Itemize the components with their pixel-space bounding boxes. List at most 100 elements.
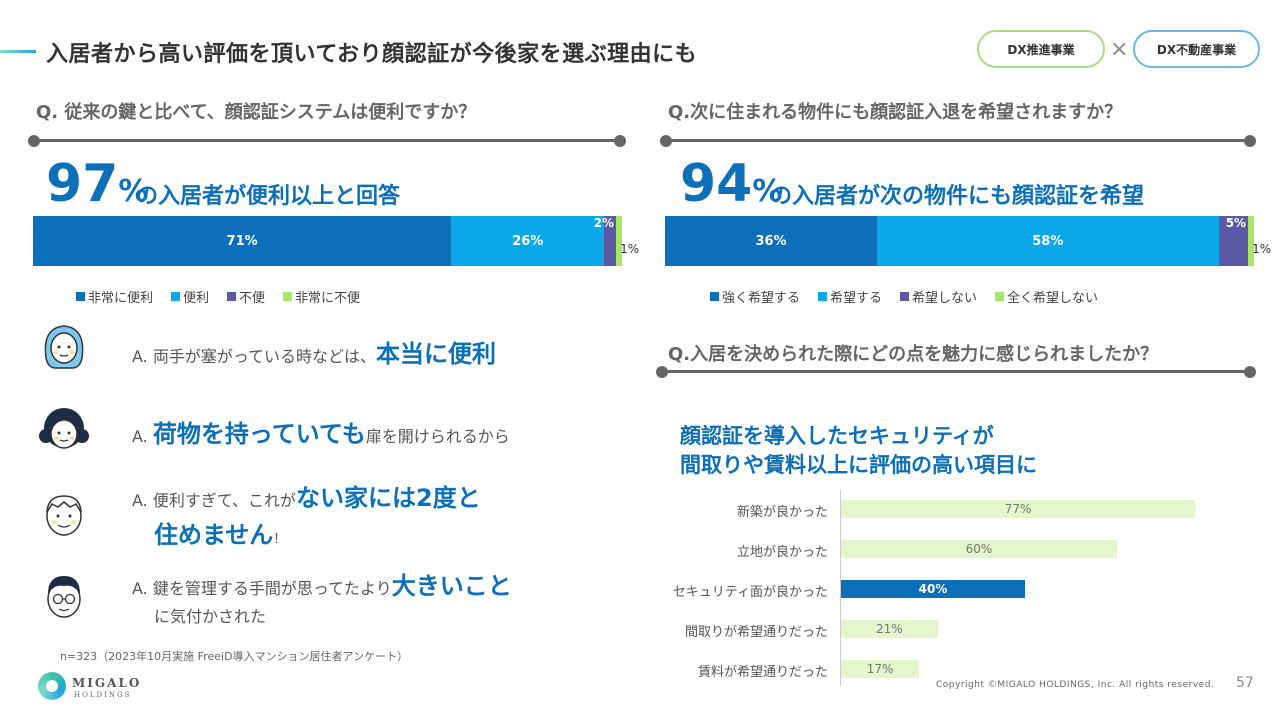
right-question-2: Q.入居を決められた際にどの点を魅力に感じられましたか？ [668, 344, 1159, 365]
answer-1: A. 両手が塞がっている時などは、本当に便利 [132, 336, 496, 373]
dx-promotion-badge: DX推進事業 [977, 30, 1105, 68]
hbar-category-label: 賃料が希望通りだった [697, 665, 828, 680]
right-legend-item: 希望しない [900, 287, 977, 306]
page-title: 入居者から高い評価を頂いており顔認証が今後家を選ぶ理由にも [46, 42, 698, 67]
answer-4-line2: に気付かされた [154, 607, 267, 627]
left-legend: 非常に便利 便利 不便 非常に不便 [76, 287, 360, 306]
dx-realestate-badge: DX不動産事業 [1133, 30, 1260, 68]
right-bar-segment-label: 5% [1225, 216, 1247, 230]
right-bar-segment-label: 36% [755, 233, 787, 249]
answer-3: A. 便利すぎて、これがない家には2度と 住めません！ [132, 480, 481, 554]
curly-woman-avatar-icon [36, 402, 92, 458]
right-bar-segment-label: 58% [1032, 233, 1064, 249]
right-question-rule [660, 134, 1256, 147]
left-bar-segment-label: 26% [512, 233, 544, 249]
legend-label: 希望しない [912, 291, 978, 306]
subheading-line-2: 間取りや賃料以上に評価の高い項目に [680, 453, 1037, 478]
security-subheading: 顔認証を導入したセキュリティが 間取りや賃料以上に評価の高い項目に [680, 422, 1037, 481]
left-bar-segment: 2% [594, 216, 617, 266]
left-bar-segment: 71% [33, 216, 452, 266]
rule-dot-icon [656, 365, 668, 378]
left-legend-item: 不便 [227, 287, 265, 306]
answer-3-emphasis-2: 住めません [154, 521, 274, 550]
right-big-percentage: 94% [680, 158, 782, 210]
answer-3-emphasis: ない家には2度と [296, 484, 481, 512]
hbar-value-label: 77% [1004, 502, 1032, 516]
answer-3-prefix: A. 便利すぎて、これが [132, 491, 297, 510]
rule-dot-icon [660, 134, 672, 147]
left-bar-segment-label: 2% [593, 216, 615, 230]
left-bar-segment-label: 1% [620, 242, 640, 256]
left-stacked-bar: 71% 26% 2% 1% [33, 216, 639, 266]
answer-1-emphasis: 本当に便利 [376, 340, 497, 368]
rule-dot-icon [1244, 365, 1256, 378]
legend-swatch [76, 292, 85, 301]
legend-swatch [995, 292, 1005, 301]
logo-text: MIGALO [72, 676, 142, 690]
legend-swatch [900, 292, 910, 301]
answer-4-emphasis: 大きいこと [391, 572, 512, 600]
right-question: Q.次に住まれる物件にも顔認証入退を希望されますか？ [668, 102, 1123, 123]
left-legend-item: 非常に不便 [283, 287, 360, 306]
left-legend-item: 便利 [171, 287, 209, 306]
legend-swatch [710, 292, 719, 301]
left-big-pct-sign: % [118, 174, 149, 209]
migalo-logo-icon [38, 672, 66, 700]
left-question: Q. 従来の鍵と比べて、顔認証システムは便利ですか？ [36, 102, 477, 123]
hbar-bar: 77% [841, 500, 1196, 518]
rule-dot-icon [28, 134, 40, 147]
answer-4: A. 鍵を管理する手間が思ってたより大きいこと に気付かされた [132, 568, 512, 630]
left-bar-segment: 1% [616, 216, 639, 266]
answer-1-prefix: A. 両手が塞がっている時などは、 [132, 347, 377, 366]
legend-label: 非常に不便 [295, 291, 361, 306]
right-legend-item: 全く希望しない [995, 287, 1098, 306]
hbar-value-label: 40% [918, 582, 948, 596]
subheading-line-1: 顔認証を導入したセキュリティが [680, 424, 994, 448]
left-bar-segment: 26% [451, 216, 605, 266]
legend-label: 不便 [239, 291, 266, 306]
hbar-category-label: 間取りが希望通りだった [684, 625, 828, 640]
answer-4-prefix: A. 鍵を管理する手間が思ってたより [132, 579, 392, 598]
hbar-category-label: 新築が良かった [736, 505, 828, 520]
rule-dot-icon [1244, 134, 1256, 147]
rule-dot-icon [614, 134, 626, 147]
right-bar-segment: 5% [1218, 216, 1249, 266]
legend-label: 希望する [830, 291, 883, 306]
left-question-rule [28, 134, 626, 147]
hbar-value-label: 17% [866, 662, 894, 676]
left-big-text: の入居者が便利以上と回答 [136, 184, 401, 209]
hbar-axis [840, 490, 841, 686]
right-bar-segment: 1% [1248, 216, 1271, 266]
woman-avatar-icon [36, 318, 92, 374]
right-big-number: 94 [680, 154, 753, 214]
legend-swatch [283, 292, 293, 301]
left-bar-segment-label: 71% [226, 233, 258, 249]
answer-2-emphasis: 荷物を持っていても [152, 420, 366, 448]
legend-label: 便利 [183, 291, 210, 306]
right-legend-item: 希望する [818, 287, 882, 306]
left-legend-item: 非常に便利 [76, 287, 153, 306]
right-stacked-bar: 36% 58% 5% 1% [665, 216, 1271, 266]
hbar-category-label: 立地が良かった [736, 545, 828, 560]
man-with-glasses-avatar-icon [36, 568, 92, 624]
legend-label: 全く希望しない [1007, 291, 1099, 306]
answer-3-suffix: ！ [273, 532, 287, 548]
left-big-number: 97 [46, 154, 119, 214]
legend-swatch [227, 292, 237, 301]
right-legend-item: 強く希望する [710, 287, 800, 306]
logo-subtext: HOLDINGS [74, 691, 132, 699]
title-accent-line [0, 50, 36, 53]
cross-icon: × [1110, 37, 1129, 62]
legend-label: 非常に便利 [88, 291, 154, 306]
hbar-value-label: 21% [875, 622, 903, 636]
survey-note: n=323（2023年10月実施 FreeiD導入マンション居住者アンケート） [60, 650, 409, 663]
copyright: Copyright ©MIGALO HOLDINGS, Inc. All rig… [936, 680, 1215, 690]
answer-2: A. 荷物を持っていても扉を開けられるから [132, 416, 510, 453]
hbar-category-label: セキュリティ面が良かった [672, 585, 828, 600]
legend-label: 強く希望する [722, 291, 801, 306]
right-big-text: の入居者が次の物件にも顔認証を希望 [770, 184, 1145, 209]
hbar-bar: 60% [841, 540, 1117, 558]
page-number: 57 [1236, 675, 1254, 691]
right-legend: 強く希望する 希望する 希望しない 全く希望しない [710, 287, 1098, 306]
legend-swatch [818, 292, 828, 301]
